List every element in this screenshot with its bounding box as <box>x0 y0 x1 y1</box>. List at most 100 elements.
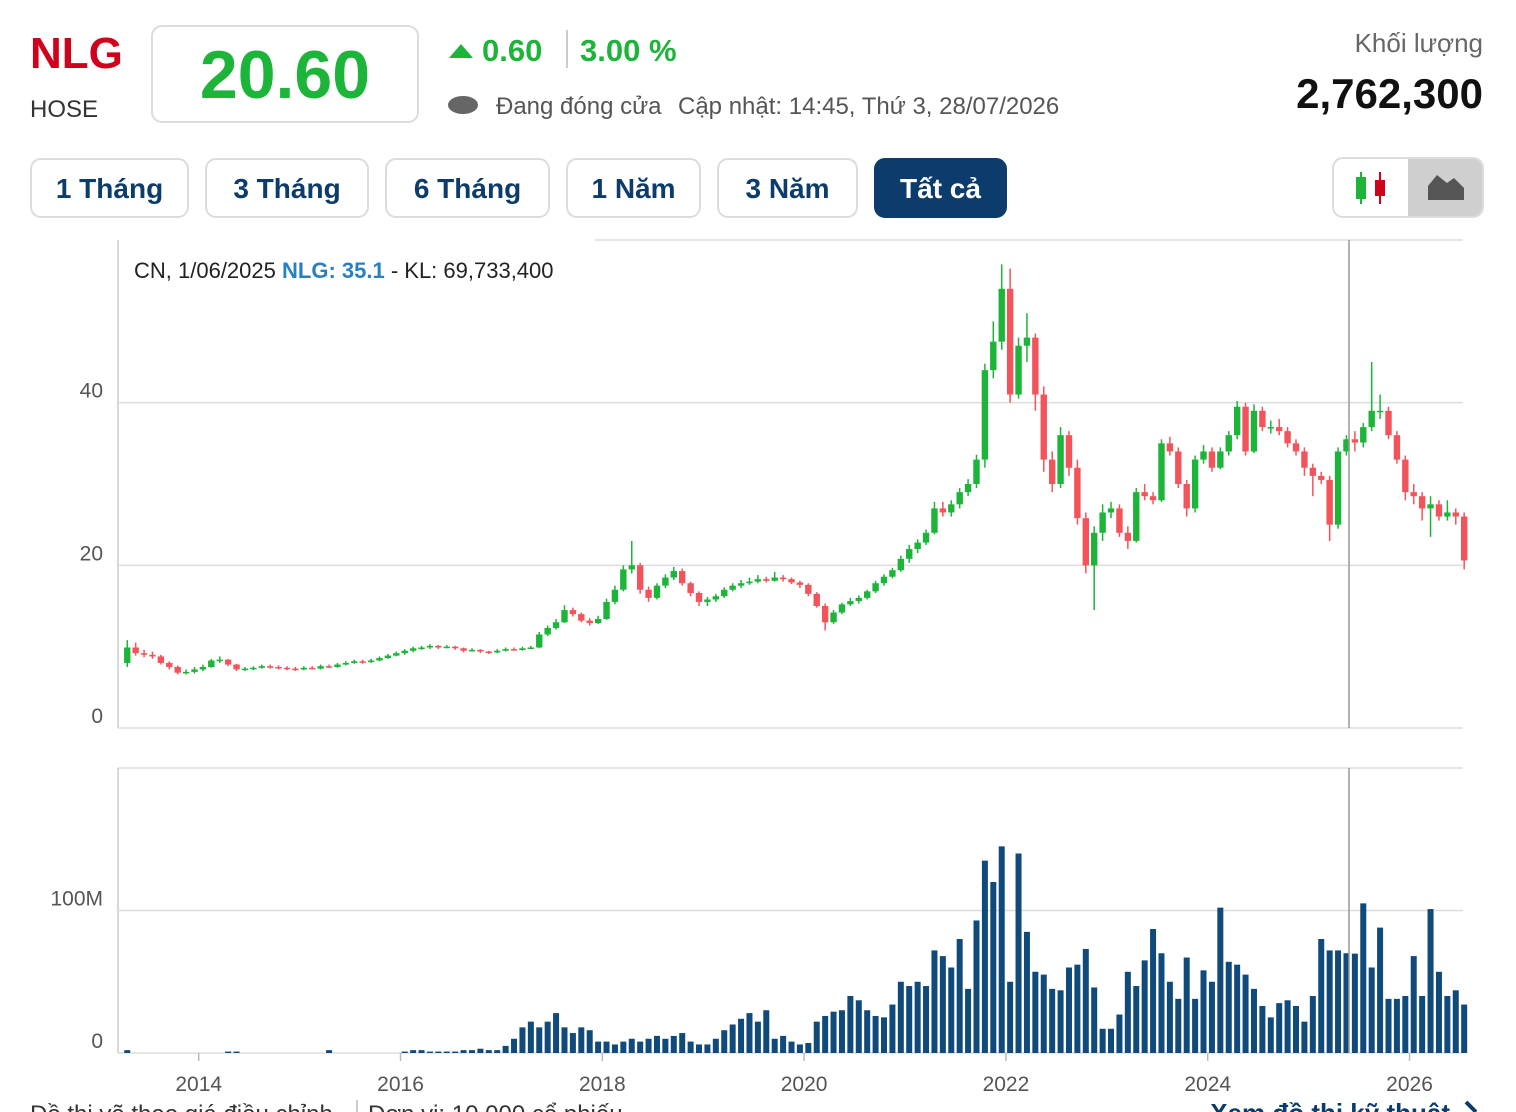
candle-body <box>292 668 299 671</box>
volume-bar <box>998 846 1005 1053</box>
candle-body <box>1435 504 1443 517</box>
volume-bar <box>721 1030 728 1053</box>
volume-bar <box>872 1015 879 1053</box>
candle-body <box>653 585 661 598</box>
candle-body <box>1217 451 1224 468</box>
tab-label[interactable]: 3 Năm <box>745 173 829 204</box>
volume-bar <box>1377 927 1384 1053</box>
technical-link[interactable]: Xem đồ thị kỹ thuật <box>1210 1098 1450 1112</box>
volume-bar <box>527 1021 534 1053</box>
updated: Cập nhật: 14:45, Thứ 3, 28/07/2026 <box>678 93 1059 120</box>
link-arrow <box>1464 1100 1478 1112</box>
tab-box[interactable] <box>874 158 1007 218</box>
candle-body <box>1402 459 1409 493</box>
volume-bar <box>1116 1014 1123 1053</box>
y-tick-label: 100M <box>50 888 103 911</box>
volume-bar <box>1393 998 1400 1053</box>
candle-body <box>124 647 131 663</box>
tab[interactable]: 1 Năm <box>566 158 701 218</box>
volume-bar <box>561 1027 568 1053</box>
icon-candle <box>1356 177 1366 199</box>
candle-body <box>737 583 745 586</box>
candle-body <box>1065 435 1073 468</box>
candle-body <box>796 582 804 585</box>
tab-label[interactable]: Tất cả <box>900 173 981 204</box>
candle-body <box>1208 451 1216 468</box>
x-tick-label: 2022 <box>983 1073 1030 1096</box>
candle-body <box>1141 492 1148 497</box>
tab[interactable]: 1 Tháng <box>30 158 189 218</box>
tab[interactable]: Tất cả <box>874 158 1007 218</box>
tab-box[interactable] <box>385 158 550 218</box>
candle-body <box>1250 410 1258 452</box>
volume-bar <box>1410 956 1417 1053</box>
candle-body <box>1343 439 1350 452</box>
volume-bar <box>1175 998 1182 1053</box>
candle-body <box>443 646 450 649</box>
candle-body <box>1116 508 1123 533</box>
candle-body <box>409 648 417 651</box>
candle-body <box>283 667 291 670</box>
tab-label[interactable]: 1 Tháng <box>56 173 163 204</box>
volume-bar <box>1150 929 1157 1053</box>
x-tick-label: 2014 <box>175 1073 222 1096</box>
tab[interactable]: 3 Tháng <box>205 158 369 218</box>
tab-label[interactable]: 6 Tháng <box>414 173 521 204</box>
volume-bar <box>645 1038 652 1053</box>
candle-body <box>140 653 148 655</box>
candle-body <box>1032 337 1039 395</box>
volume-bar <box>897 981 904 1053</box>
candle-body <box>132 647 139 654</box>
tab[interactable]: 3 Năm <box>717 158 858 218</box>
tab-box[interactable] <box>30 158 189 218</box>
volume-bar <box>813 1021 820 1053</box>
candle-body <box>1183 484 1190 509</box>
tab[interactable]: 6 Tháng <box>385 158 550 218</box>
volume-bar <box>662 1038 669 1053</box>
volume-bar <box>494 1050 501 1053</box>
volume-bar <box>225 1051 232 1053</box>
volume-bar <box>637 1041 644 1053</box>
volume-bar <box>1158 953 1165 1053</box>
volume-bar <box>502 1045 509 1053</box>
candle-body <box>233 664 240 670</box>
tab-box[interactable] <box>717 158 858 218</box>
volume-bar <box>990 882 997 1053</box>
volume-bar <box>603 1041 610 1053</box>
candle-body <box>594 619 602 624</box>
candle-body <box>620 569 627 590</box>
tooltip-date: CN, 1/06/2025 <box>134 258 276 283</box>
volume-bar <box>611 1044 618 1053</box>
volume-bar <box>519 1027 526 1053</box>
volume-bar <box>754 1021 761 1053</box>
candle-body <box>359 661 366 663</box>
candle-body <box>1166 443 1174 452</box>
volume-bar <box>124 1050 131 1053</box>
volume-bar <box>973 920 980 1053</box>
volume-bar <box>965 988 972 1053</box>
volume-bar <box>1082 948 1089 1053</box>
candle-body <box>721 589 728 597</box>
tooltip-price: NLG: 35.1 <box>282 258 385 283</box>
tab-label[interactable]: 3 Tháng <box>233 173 340 204</box>
up-arrow <box>449 44 473 58</box>
volume-bar <box>1301 1021 1308 1053</box>
volume-bar <box>679 1033 686 1053</box>
volume-bar <box>847 996 854 1053</box>
tab-label[interactable]: 1 Năm <box>591 173 675 204</box>
tab-box[interactable] <box>205 158 369 218</box>
volume-bar <box>864 1010 871 1053</box>
candle-body <box>628 565 635 570</box>
volume-bar <box>1293 1005 1300 1053</box>
volume-bar <box>931 950 938 1053</box>
candle-body <box>376 658 383 661</box>
volume-bar <box>485 1050 492 1053</box>
chart-type-toggle[interactable] <box>1332 157 1484 218</box>
volume-bar <box>1091 987 1098 1053</box>
volume-bar <box>653 1035 660 1053</box>
candle-body <box>241 668 249 671</box>
candle-body <box>1360 427 1367 443</box>
tab-box[interactable] <box>566 158 701 218</box>
